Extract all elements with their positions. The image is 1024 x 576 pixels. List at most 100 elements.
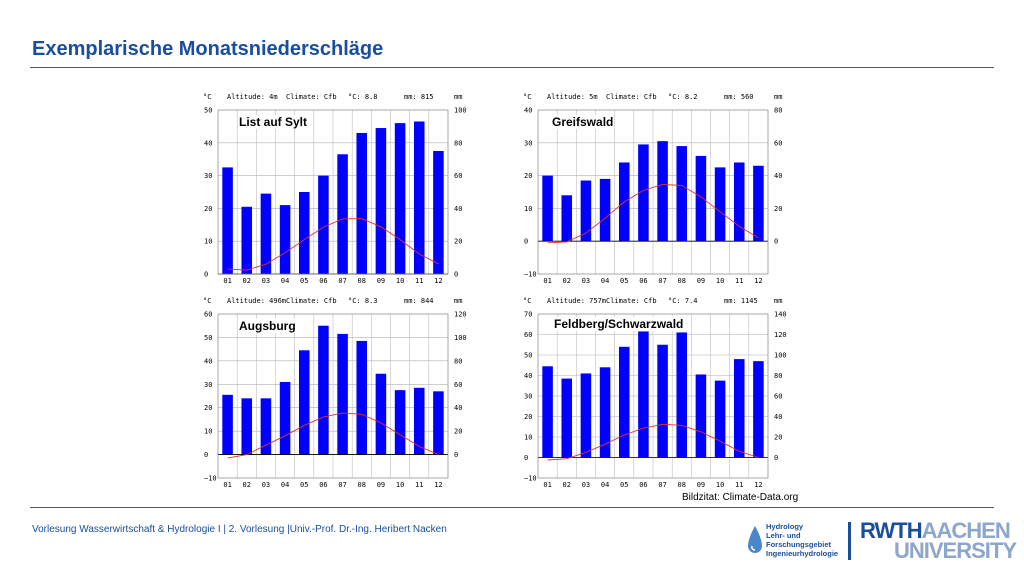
chart-svg: Altitude: 496m Climate: Cfb °C: 8.3 mm: 844… — [203, 297, 467, 488]
precip-bar — [676, 146, 688, 242]
precip-bar — [279, 381, 291, 455]
temp-tick-label: 30 — [204, 381, 212, 389]
temp-tick-label: 60 — [524, 331, 532, 339]
month-tick-label: 11 — [415, 481, 423, 488]
chart-svg: Altitude: 4m Climate: Cfb °C: 8.8 mm: 815 °C… — [203, 93, 467, 284]
header-text: mm: 815 — [404, 93, 434, 101]
hydrology-logo: Hydrology Lehr- und Forschungsgebiet Ing… — [744, 520, 844, 564]
mm-tick-label: 60 — [774, 393, 782, 401]
mm-unit-label: mm — [454, 93, 462, 101]
mm-tick-label: 40 — [774, 172, 782, 180]
month-tick-label: 01 — [543, 481, 551, 488]
top-divider — [30, 67, 994, 68]
temperature-line — [547, 423, 759, 461]
climate-chart-3: Altitude: 496m Climate: Cfb °C: 8.3 mm: 844… — [198, 292, 470, 488]
temp-tick-label: 20 — [204, 205, 212, 213]
bottom-divider — [30, 507, 994, 508]
temp-tick-label: 50 — [204, 107, 212, 115]
precip-bar — [375, 128, 387, 274]
month-tick-label: 11 — [735, 481, 743, 488]
month-tick-label: 07 — [338, 277, 346, 284]
precip-bar — [676, 332, 688, 458]
precip-bar — [542, 175, 553, 242]
temp-unit-label: °C — [523, 93, 531, 101]
mm-unit-label: mm — [774, 93, 782, 101]
precip-bar — [413, 121, 425, 274]
station-label: Greifswald — [552, 115, 614, 129]
precip-bar — [433, 391, 444, 455]
precip-bar — [599, 367, 611, 458]
month-tick-label: 08 — [358, 481, 366, 488]
precip-bar — [695, 155, 707, 242]
mm-tick-label: 40 — [454, 205, 462, 213]
header-text: Climate: Cfb — [286, 93, 337, 101]
precip-bar — [753, 361, 764, 458]
precip-bar — [714, 380, 726, 458]
precip-bar — [241, 398, 253, 455]
precip-bar — [733, 162, 745, 242]
mm-unit-label: mm — [774, 297, 782, 305]
month-tick-label: 03 — [262, 481, 270, 488]
station-label: Feldberg/Schwarzwald — [554, 317, 684, 331]
mm-tick-label: 120 — [774, 331, 787, 339]
mm-tick-label: 120 — [454, 311, 467, 319]
precip-bar — [733, 359, 745, 458]
header-text: mm: 560 — [724, 93, 754, 101]
temp-tick-label: 60 — [204, 311, 212, 319]
precip-bar — [260, 193, 272, 274]
header-text: °C: 8.3 — [348, 297, 378, 305]
precip-bar — [599, 178, 611, 242]
precip-bar — [542, 366, 553, 458]
climate-chart-1: Altitude: 4m Climate: Cfb °C: 8.8 mm: 815 °C… — [198, 88, 470, 284]
month-tick-label: 06 — [319, 277, 327, 284]
month-tick-label: 10 — [716, 277, 724, 284]
rwth-logo-line2: UNIVERSITY — [894, 538, 1017, 563]
mm-tick-label: 20 — [774, 205, 782, 213]
month-tick-label: 09 — [377, 481, 385, 488]
month-tick-label: 05 — [300, 277, 308, 284]
month-tick-label: 08 — [358, 277, 366, 284]
month-tick-label: 07 — [658, 277, 666, 284]
month-tick-label: 01 — [543, 277, 551, 284]
precip-bar — [638, 331, 649, 458]
station-label: List auf Sylt — [239, 115, 308, 129]
precip-bar — [413, 387, 425, 455]
temp-tick-label: 20 — [204, 404, 212, 412]
precip-bar — [618, 346, 630, 458]
temp-tick-label: 40 — [524, 372, 532, 380]
mm-tick-label: 60 — [774, 139, 782, 147]
precip-bar — [753, 165, 764, 242]
header-text: Altitude: 757m — [547, 297, 606, 305]
header-text: Altitude: 496m — [227, 297, 286, 305]
month-tick-label: 12 — [754, 277, 762, 284]
precip-bar — [222, 394, 233, 455]
mm-tick-label: 100 — [454, 107, 467, 115]
header-text: °C: 8.2 — [668, 93, 698, 101]
month-tick-label: 02 — [563, 481, 571, 488]
precip-bar — [433, 151, 444, 274]
image-credit: Bildzitat: Climate-Data.org — [682, 492, 799, 503]
logo-line: Hydrology — [766, 522, 804, 531]
temp-tick-label: 40 — [204, 357, 212, 365]
header-text: Climate: Cfb — [286, 297, 337, 305]
mm-tick-label: 140 — [774, 311, 787, 319]
temp-tick-label: −10 — [524, 271, 537, 279]
mm-tick-label: 0 — [454, 451, 458, 459]
header-text: Climate: Cfb — [606, 297, 657, 305]
station-label: Augsburg — [239, 319, 296, 333]
mm-tick-label: 40 — [454, 404, 462, 412]
month-tick-label: 09 — [697, 277, 705, 284]
chart-svg: Altitude: 757m Climate: Cfb °C: 7.4 mm: 114… — [523, 297, 787, 488]
climate-chart-4: Altitude: 757m Climate: Cfb °C: 7.4 mm: 114… — [518, 292, 790, 488]
temperature-line — [547, 184, 759, 244]
header-text: mm: 1145 — [724, 297, 758, 305]
temp-tick-label: 0 — [524, 454, 528, 462]
precip-bar — [657, 141, 668, 242]
precip-bar — [260, 398, 272, 455]
precip-bar — [298, 350, 310, 455]
precip-bar — [638, 144, 649, 242]
plot-frame — [537, 109, 769, 275]
temp-tick-label: 30 — [524, 139, 532, 147]
precip-bar — [337, 333, 348, 455]
month-tick-label: 07 — [338, 481, 346, 488]
